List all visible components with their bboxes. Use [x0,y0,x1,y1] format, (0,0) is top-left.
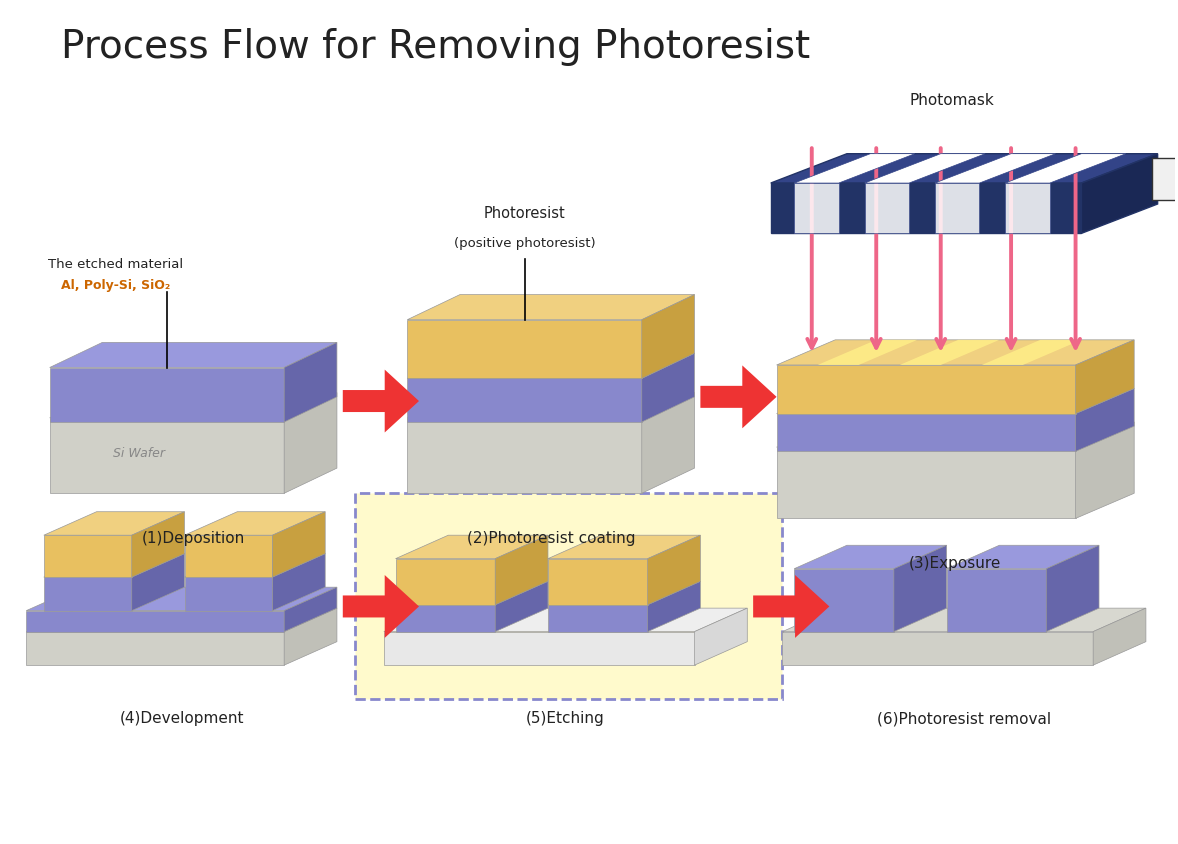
Polygon shape [408,295,695,320]
Polygon shape [49,392,337,418]
Polygon shape [1076,340,1134,414]
Polygon shape [894,545,947,631]
Polygon shape [776,340,1134,365]
Polygon shape [408,354,695,378]
Text: (positive photoresist): (positive photoresist) [454,237,595,250]
Bar [794,183,839,233]
Polygon shape [284,392,337,493]
Polygon shape [648,582,701,631]
Polygon shape [272,511,325,577]
Polygon shape [49,343,337,367]
Polygon shape [185,535,272,577]
Polygon shape [935,154,1055,183]
Text: (6)Photoresist removal: (6)Photoresist removal [878,711,1051,727]
Polygon shape [648,535,701,605]
Polygon shape [900,340,999,365]
FancyBboxPatch shape [355,493,782,699]
Polygon shape [396,535,548,559]
Text: Si Wafer: Si Wafer [113,447,165,460]
Polygon shape [947,569,1046,631]
Bar [865,183,909,233]
Polygon shape [794,545,947,569]
Text: (2)Photoresist coating: (2)Photoresist coating [466,531,635,546]
Polygon shape [1046,545,1099,631]
Bar [935,183,979,233]
Polygon shape [770,183,1081,233]
Polygon shape [1152,158,1178,200]
Polygon shape [642,295,695,378]
Polygon shape [343,575,419,638]
Polygon shape [642,354,695,422]
Polygon shape [26,631,284,665]
Polygon shape [776,388,1134,414]
Polygon shape [776,414,1076,452]
Polygon shape [384,609,747,631]
Text: Al, Poly-Si, SiO₂: Al, Poly-Si, SiO₂ [61,279,170,292]
Polygon shape [185,577,272,611]
Polygon shape [26,587,337,611]
Polygon shape [26,611,284,631]
Polygon shape [408,418,642,493]
Polygon shape [1005,154,1126,183]
Polygon shape [548,582,701,605]
Polygon shape [794,569,894,631]
Polygon shape [701,365,776,428]
Polygon shape [695,609,747,665]
Polygon shape [49,367,284,422]
Text: (4)Development: (4)Development [119,711,244,727]
Polygon shape [132,511,185,577]
Polygon shape [776,447,1076,518]
Polygon shape [408,392,695,418]
Polygon shape [284,343,337,422]
Polygon shape [44,577,132,611]
Polygon shape [865,154,985,183]
Polygon shape [284,609,337,665]
Polygon shape [284,587,337,631]
Polygon shape [272,554,325,611]
Polygon shape [26,609,337,631]
Text: (3)Exposure: (3)Exposure [909,556,1001,571]
Polygon shape [642,392,695,493]
Polygon shape [770,154,1158,183]
Polygon shape [396,605,495,631]
Polygon shape [548,535,701,559]
Polygon shape [818,340,918,365]
Text: Photomask: Photomask [909,93,994,107]
Polygon shape [44,535,132,577]
Text: (1)Deposition: (1)Deposition [141,531,245,546]
Text: Process Flow for Removing Photoresist: Process Flow for Removing Photoresist [61,28,810,66]
Polygon shape [408,378,642,422]
Polygon shape [44,511,185,535]
Polygon shape [132,554,185,611]
Polygon shape [495,535,548,605]
Bar [1005,183,1050,233]
Polygon shape [794,154,915,183]
Text: (5)Etching: (5)Etching [527,711,605,727]
Polygon shape [49,418,284,493]
Polygon shape [185,554,325,577]
Polygon shape [1076,422,1134,518]
Polygon shape [548,605,648,631]
Polygon shape [44,554,185,577]
Polygon shape [782,609,1146,631]
Polygon shape [947,545,1099,569]
Text: Photoresist: Photoresist [484,206,565,221]
Polygon shape [1093,609,1146,665]
Polygon shape [753,575,829,638]
Polygon shape [776,365,1076,414]
Polygon shape [782,631,1093,665]
Polygon shape [548,559,648,605]
Polygon shape [1081,154,1158,233]
Polygon shape [185,511,325,535]
Polygon shape [495,582,548,631]
Polygon shape [384,631,695,665]
Polygon shape [396,559,495,605]
Polygon shape [1076,388,1134,452]
Polygon shape [981,340,1081,365]
Polygon shape [408,320,642,378]
Polygon shape [343,370,419,432]
Polygon shape [396,582,548,605]
Text: The etched material: The etched material [48,258,183,271]
Polygon shape [776,422,1134,447]
